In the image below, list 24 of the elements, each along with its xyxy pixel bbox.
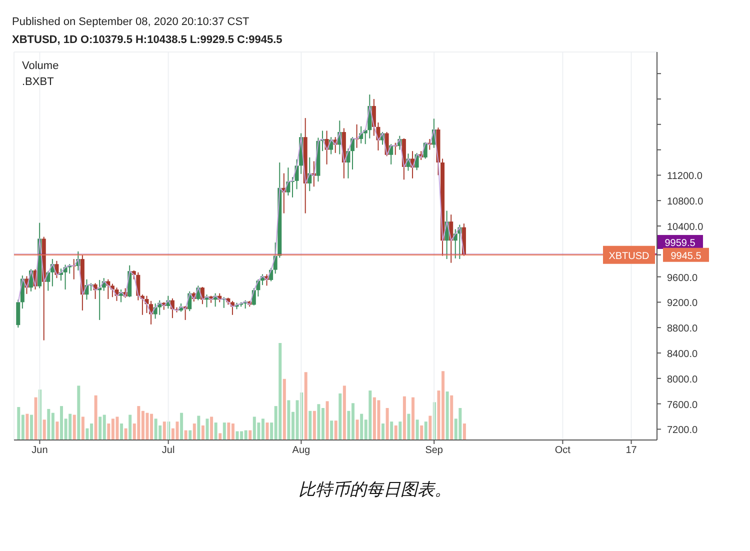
y-tick-label: 9945.5 bbox=[670, 250, 702, 262]
annotation: .BXBT bbox=[22, 76, 54, 88]
y-tick-label: 7600.0 bbox=[667, 400, 698, 411]
text: 比特币的每日图表。 bbox=[298, 479, 452, 501]
y-tick-label: 8000.0 bbox=[667, 374, 698, 386]
y-tick-label: 9600.0 bbox=[667, 272, 698, 284]
annotation: Volume bbox=[22, 60, 59, 72]
x-tick-label: Jul bbox=[162, 445, 175, 456]
x-tick-label: 17 bbox=[626, 445, 638, 456]
ref-line-label: 9959.5 bbox=[664, 238, 696, 249]
y-tick-label: 10400.0 bbox=[667, 222, 704, 233]
x-tick-label: Jun bbox=[32, 445, 48, 456]
y-tick-label: 7200.0 bbox=[667, 425, 698, 436]
y-tick-label: 10800.0 bbox=[667, 196, 704, 208]
text: Published on September 08, 2020 20:10:37 CST bbox=[12, 16, 250, 28]
x-tick-label: Oct bbox=[554, 445, 571, 456]
y-tick-label: 9200.0 bbox=[667, 298, 698, 310]
x-tick-label: Aug bbox=[292, 445, 310, 456]
ref-line-label: XBTUSD bbox=[608, 250, 650, 262]
y-tick-label: 8800.0 bbox=[667, 324, 698, 335]
y-tick-label: 8400.0 bbox=[667, 349, 698, 360]
y-tick-label: 11200.0 bbox=[667, 171, 703, 182]
text: XBTUSD, 1D O:10379.5 H:10438.5 L:9929.5 C:9945.5 bbox=[12, 34, 282, 46]
x-tick-label: Sep bbox=[425, 445, 444, 456]
